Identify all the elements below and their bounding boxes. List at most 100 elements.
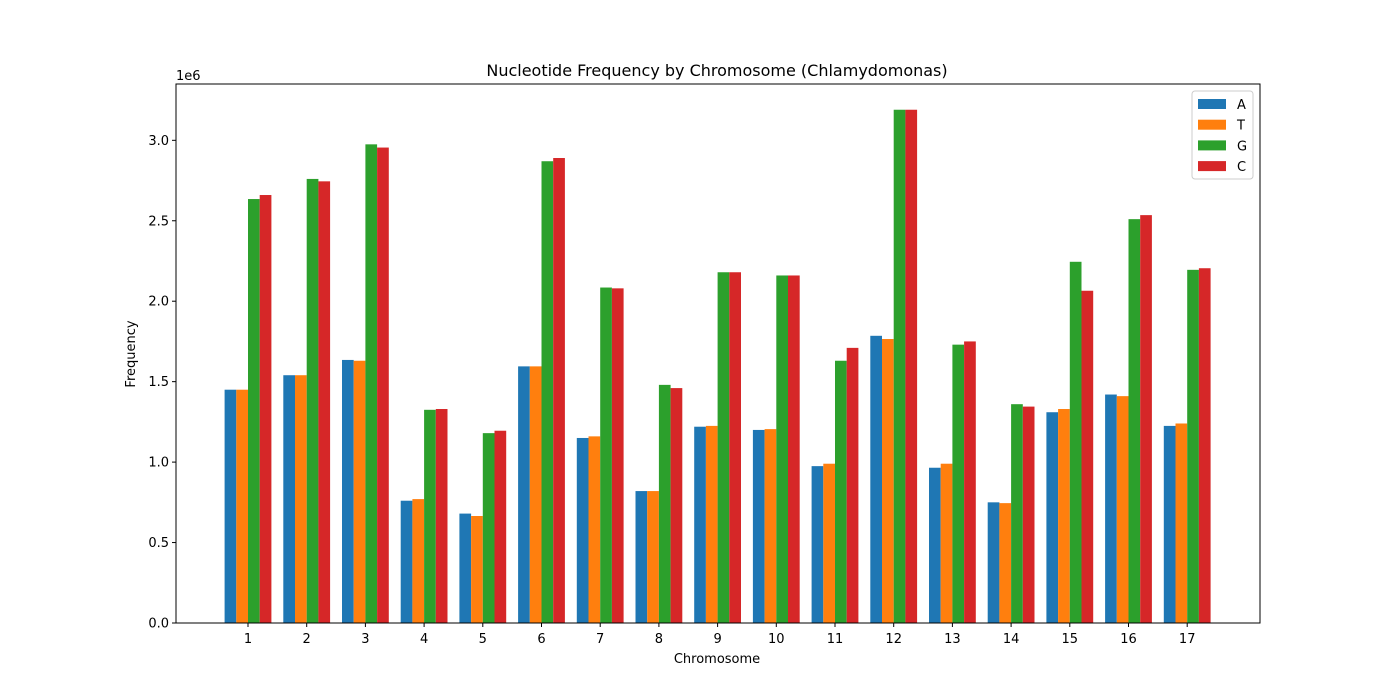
bar-G-chr-8 bbox=[658, 384, 671, 623]
bar-C-chr-17 bbox=[1198, 268, 1211, 623]
bar-C-chr-15 bbox=[1081, 290, 1094, 623]
x-axis-label: Chromosome bbox=[674, 652, 760, 667]
x-tick-label: 15 bbox=[1062, 632, 1079, 647]
bar-C-chr-9 bbox=[729, 272, 741, 623]
bar-A-chr-11 bbox=[811, 466, 824, 623]
x-tick-label: 9 bbox=[713, 632, 721, 647]
x-tick-label: 8 bbox=[655, 632, 663, 647]
bar-T-chr-17 bbox=[1175, 423, 1188, 623]
bar-G-chr-11 bbox=[835, 360, 847, 623]
bar-G-chr-16 bbox=[1128, 219, 1141, 623]
y-tick-label: 3.0 bbox=[148, 134, 169, 149]
bar-C-chr-8 bbox=[670, 388, 683, 623]
legend-swatch-A bbox=[1198, 99, 1226, 109]
bar-C-chr-10 bbox=[788, 275, 800, 623]
bar-C-chr-16 bbox=[1140, 215, 1152, 623]
bars-group bbox=[224, 109, 1211, 624]
x-tick-label: 3 bbox=[361, 632, 369, 647]
bar-A-chr-12 bbox=[870, 335, 882, 623]
bar-A-chr-13 bbox=[929, 467, 941, 623]
x-tick-label: 5 bbox=[479, 632, 487, 647]
bar-G-chr-7 bbox=[600, 287, 612, 623]
bar-T-chr-8 bbox=[647, 491, 659, 623]
bar-A-chr-17 bbox=[1163, 425, 1176, 623]
bar-T-chr-2 bbox=[295, 375, 307, 623]
bar-T-chr-9 bbox=[705, 425, 718, 623]
x-tick-label: 10 bbox=[768, 632, 785, 647]
bar-C-chr-3 bbox=[377, 147, 389, 624]
x-tick-label: 14 bbox=[1003, 632, 1020, 647]
chart-title: Nucleotide Frequency by Chromosome (Chla… bbox=[486, 61, 947, 80]
x-tick-label: 6 bbox=[537, 632, 545, 647]
bar-G-chr-15 bbox=[1069, 261, 1082, 623]
y-tick-label: 2.5 bbox=[148, 214, 169, 229]
bar-T-chr-13 bbox=[940, 463, 953, 623]
bar-G-chr-9 bbox=[717, 272, 730, 623]
y-axis: 0.0 0.5 1.0 1.5 2.0 2.5 3.0 bbox=[148, 134, 176, 632]
legend-label-G: G bbox=[1237, 139, 1247, 154]
x-tick-label: 2 bbox=[303, 632, 311, 647]
legend-label-C: C bbox=[1237, 160, 1246, 175]
bar-C-chr-12 bbox=[905, 109, 918, 624]
x-tick-label: 4 bbox=[420, 632, 428, 647]
y-offset-label: 1e6 bbox=[176, 69, 201, 84]
bar-T-chr-3 bbox=[353, 360, 366, 623]
bar-C-chr-5 bbox=[494, 430, 507, 623]
bar-A-chr-2 bbox=[283, 375, 295, 623]
bar-A-chr-16 bbox=[1105, 394, 1117, 623]
bar-C-chr-6 bbox=[553, 158, 565, 623]
bar-G-chr-6 bbox=[541, 161, 554, 624]
bar-C-chr-1 bbox=[259, 195, 272, 623]
bar-G-chr-4 bbox=[424, 409, 436, 623]
bar-T-chr-4 bbox=[412, 499, 425, 623]
y-tick-label: 0.0 bbox=[148, 617, 169, 632]
bar-T-chr-11 bbox=[823, 463, 835, 623]
bar-A-chr-7 bbox=[576, 437, 589, 623]
bar-A-chr-8 bbox=[635, 491, 648, 623]
bar-C-chr-14 bbox=[1022, 406, 1035, 623]
x-tick-label: 17 bbox=[1179, 632, 1196, 647]
bar-C-chr-4 bbox=[435, 409, 448, 623]
x-tick-label: 13 bbox=[944, 632, 961, 647]
bar-C-chr-7 bbox=[611, 288, 624, 623]
bar-A-chr-3 bbox=[342, 359, 354, 623]
legend-swatch-C bbox=[1198, 161, 1226, 172]
bar-T-chr-15 bbox=[1058, 409, 1070, 623]
x-tick-label: 1 bbox=[244, 632, 252, 647]
bar-A-chr-6 bbox=[518, 366, 530, 623]
x-tick-label: 16 bbox=[1120, 632, 1137, 647]
y-tick-label: 0.5 bbox=[148, 536, 169, 551]
bar-A-chr-14 bbox=[987, 502, 1000, 623]
bar-G-chr-17 bbox=[1187, 269, 1199, 623]
bar-A-chr-9 bbox=[694, 426, 706, 623]
bar-T-chr-10 bbox=[764, 429, 777, 623]
bar-G-chr-13 bbox=[952, 344, 965, 623]
bar-A-chr-10 bbox=[752, 429, 765, 623]
bar-T-chr-12 bbox=[882, 339, 894, 623]
bar-G-chr-14 bbox=[1011, 404, 1023, 623]
bar-G-chr-1 bbox=[248, 199, 260, 624]
bar-T-chr-5 bbox=[471, 516, 483, 623]
bar-T-chr-14 bbox=[999, 503, 1012, 623]
x-tick-label: 12 bbox=[885, 632, 902, 647]
x-tick-label: 7 bbox=[596, 632, 604, 647]
y-tick-label: 2.0 bbox=[148, 295, 169, 310]
bar-T-chr-1 bbox=[236, 389, 248, 623]
bar-G-chr-10 bbox=[776, 275, 788, 623]
y-axis-label: Frequency bbox=[124, 320, 139, 387]
legend-label-A: A bbox=[1237, 98, 1246, 113]
bar-G-chr-2 bbox=[306, 178, 319, 623]
bar-T-chr-7 bbox=[588, 436, 601, 623]
bar-T-chr-6 bbox=[529, 366, 542, 623]
bar-C-chr-13 bbox=[964, 341, 976, 623]
bar-A-chr-5 bbox=[459, 513, 472, 623]
legend-swatch-G bbox=[1198, 140, 1226, 151]
y-tick-label: 1.0 bbox=[148, 456, 169, 471]
legend-swatch-T bbox=[1198, 119, 1226, 130]
y-tick-label: 1.5 bbox=[148, 375, 169, 390]
bar-C-chr-11 bbox=[846, 347, 859, 623]
bar-T-chr-16 bbox=[1116, 396, 1129, 623]
bar-G-chr-12 bbox=[893, 109, 906, 624]
